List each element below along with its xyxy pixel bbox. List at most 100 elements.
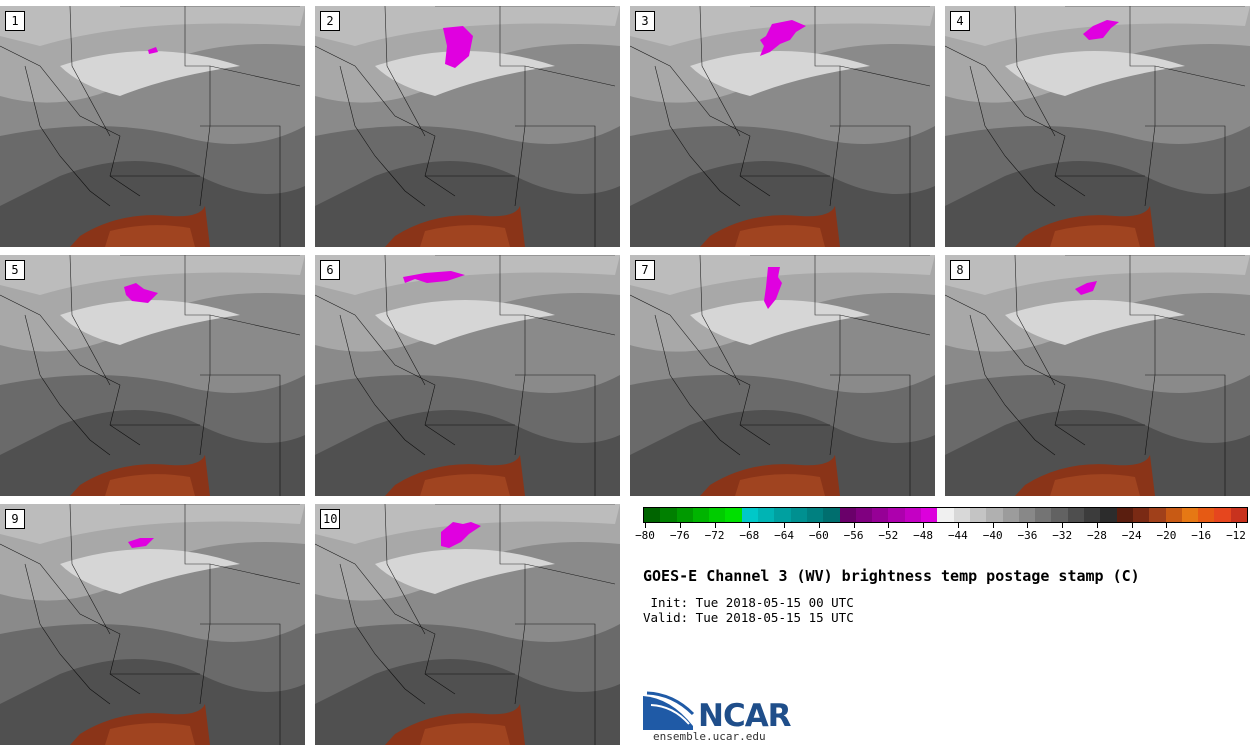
warm-orange-region (420, 474, 510, 496)
jet-moist-band (315, 255, 620, 295)
dry-core (630, 161, 935, 247)
colorbar-segment (1132, 508, 1150, 522)
member-number-label: 9 (5, 509, 25, 529)
water-vapor-map (0, 255, 305, 496)
colorbar-segment (1149, 508, 1166, 522)
colorbar-tick (1027, 523, 1029, 528)
cold-cloud-top (1083, 20, 1119, 40)
colorbar-tick (957, 523, 959, 528)
jet-moist-band (315, 6, 620, 46)
warm-orange-region (420, 225, 510, 247)
state-border-lines (945, 255, 1246, 496)
ensemble-member-panel: 3 (630, 6, 935, 247)
cloud-band (375, 51, 555, 96)
colorbar-tick (992, 523, 994, 528)
warm-orange-region (105, 474, 195, 496)
member-number-label: 8 (950, 260, 970, 280)
member-number-label: 1 (5, 11, 25, 31)
colorbar-segment (1067, 508, 1085, 522)
colorbar-tick-label: −28 (1087, 529, 1107, 542)
ncar-logo-text: NCAR (698, 698, 792, 734)
colorbar-tick-label: −36 (1017, 529, 1038, 542)
colorbar-segment (1165, 508, 1182, 522)
colorbar-segment (790, 508, 807, 522)
cold-cloud-top (441, 522, 481, 548)
cloud-band (375, 300, 555, 345)
colorbar-tick (888, 523, 890, 528)
init-time-label: Init: Tue 2018-05-15 00 UTC (643, 595, 854, 610)
colorbar-segment (1100, 508, 1117, 522)
water-vapor-map (315, 6, 620, 247)
member-number-label: 7 (635, 260, 655, 280)
jet-moist-band (945, 255, 1250, 295)
warm-orange-region (735, 225, 825, 247)
colorbar-tick-label: −72 (704, 529, 725, 542)
colorbar-segment (676, 508, 693, 522)
cold-cloud-top (128, 538, 154, 548)
colorbar-segment (709, 508, 726, 522)
colorbar-segment (823, 508, 840, 522)
colorbar-tick-label: −76 (669, 529, 690, 542)
colorbar-segment (872, 508, 889, 522)
warm-orange-region (1050, 225, 1140, 247)
colorbar-tick-label: −80 (635, 529, 655, 542)
dry-core (315, 410, 620, 496)
colorbar-segment (806, 508, 824, 522)
jet-moist-band (0, 255, 305, 295)
member-number-label: 6 (320, 260, 340, 280)
cold-cloud-top (148, 47, 158, 54)
colorbar-tick (1096, 523, 1098, 528)
member-number-label: 5 (5, 260, 25, 280)
colorbar-tick (853, 523, 855, 528)
state-border-lines (0, 6, 301, 247)
colorbar-tick (679, 523, 681, 528)
ncar-logo-icon (643, 691, 695, 730)
colorbar-tick-label: −12 (1226, 529, 1246, 542)
colorbar-segment (725, 508, 742, 522)
figure-title: GOES-E Channel 3 (WV) brightness temp po… (643, 567, 1140, 585)
ensemble-member-panel: 5 (0, 255, 305, 496)
warm-orange-region (105, 723, 195, 745)
water-vapor-map (630, 255, 935, 496)
colorbar-tick-label: −16 (1191, 529, 1212, 542)
colorbar-segment (1214, 508, 1231, 522)
colorbar-tick (923, 523, 925, 528)
colorbar-tick (645, 523, 646, 528)
cold-cloud-top (1075, 281, 1097, 295)
colorbar-segment (1084, 508, 1101, 522)
water-vapor-map (0, 6, 305, 247)
colorbar-tick-label: −40 (982, 529, 1003, 542)
colorbar-segment (1116, 508, 1133, 522)
colorbar-segment (921, 508, 938, 522)
ensemble-member-panel: 7 (630, 255, 935, 496)
cloud-band (690, 51, 870, 96)
water-vapor-map (945, 255, 1250, 496)
cold-cloud-top (124, 283, 158, 303)
colorbar-tick (714, 523, 716, 528)
colorbar-segment (969, 508, 987, 522)
colorbar-tick (1236, 523, 1237, 528)
water-vapor-map (630, 6, 935, 247)
colorbar-tick-label: −24 (1121, 529, 1142, 542)
dry-core (945, 410, 1250, 496)
colorbar-segment (1198, 508, 1215, 522)
jet-moist-band (0, 504, 305, 544)
cold-cloud-top (760, 20, 806, 56)
colorbar-tick (1201, 523, 1203, 528)
colorbar-tick (749, 523, 751, 528)
colorbar-tick-label: −68 (739, 529, 760, 542)
cloud-band (1005, 51, 1185, 96)
colorbar-tick-label: −52 (878, 529, 899, 542)
dry-core (315, 659, 620, 745)
colorbar-segment (839, 508, 856, 522)
ensemble-member-panel: 4 (945, 6, 1250, 247)
state-border-lines (315, 255, 616, 496)
ensemble-member-panel: 9 (0, 504, 305, 745)
colorbar-segment (741, 508, 759, 522)
colorbar-tick-label: −60 (808, 529, 829, 542)
state-border-lines (315, 6, 616, 247)
colorbar-tick (1131, 523, 1133, 528)
member-number-label: 3 (635, 11, 655, 31)
cold-cloud-top (443, 26, 473, 68)
